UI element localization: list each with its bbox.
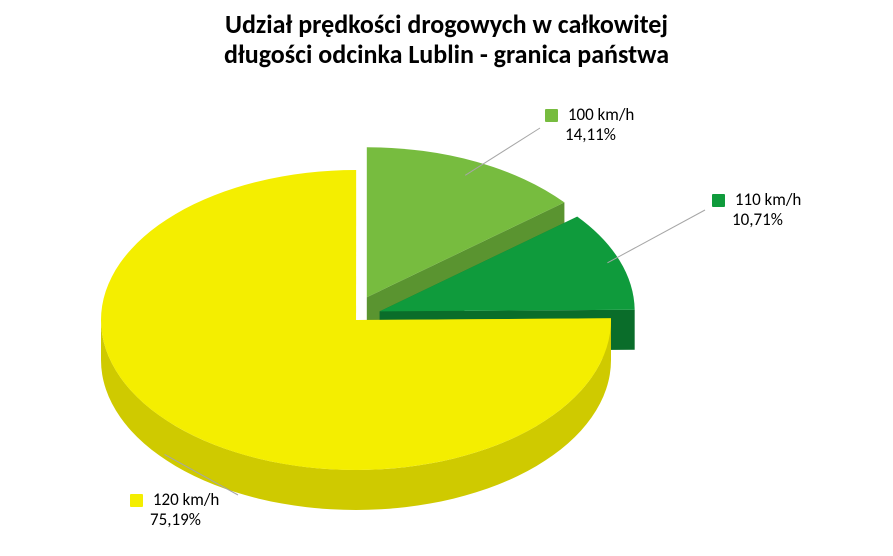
legend-value-100: 14,11%	[545, 125, 634, 145]
legend-row-100: 100 km/h	[545, 105, 634, 125]
label-120kmh: 120 km/h 75,19%	[130, 490, 219, 531]
legend-row-110: 110 km/h	[712, 190, 801, 210]
legend-label-110: 110 km/h	[735, 189, 802, 210]
legend-label-100: 100 km/h	[568, 104, 635, 125]
legend-row-120: 120 km/h	[130, 490, 219, 510]
label-110kmh: 110 km/h 10,71%	[712, 190, 801, 231]
legend-value-120: 75,19%	[130, 510, 219, 530]
legend-label-120: 120 km/h	[153, 489, 220, 510]
legend-value-110: 10,71%	[712, 210, 801, 230]
legend-box-120	[130, 494, 143, 507]
pie-svg	[0, 0, 893, 556]
legend-box-100	[545, 109, 558, 122]
pie-chart-root: Udział prędkości drogowych w całkowitej …	[0, 0, 893, 556]
legend-box-110	[712, 194, 725, 207]
label-100kmh: 100 km/h 14,11%	[545, 105, 634, 146]
